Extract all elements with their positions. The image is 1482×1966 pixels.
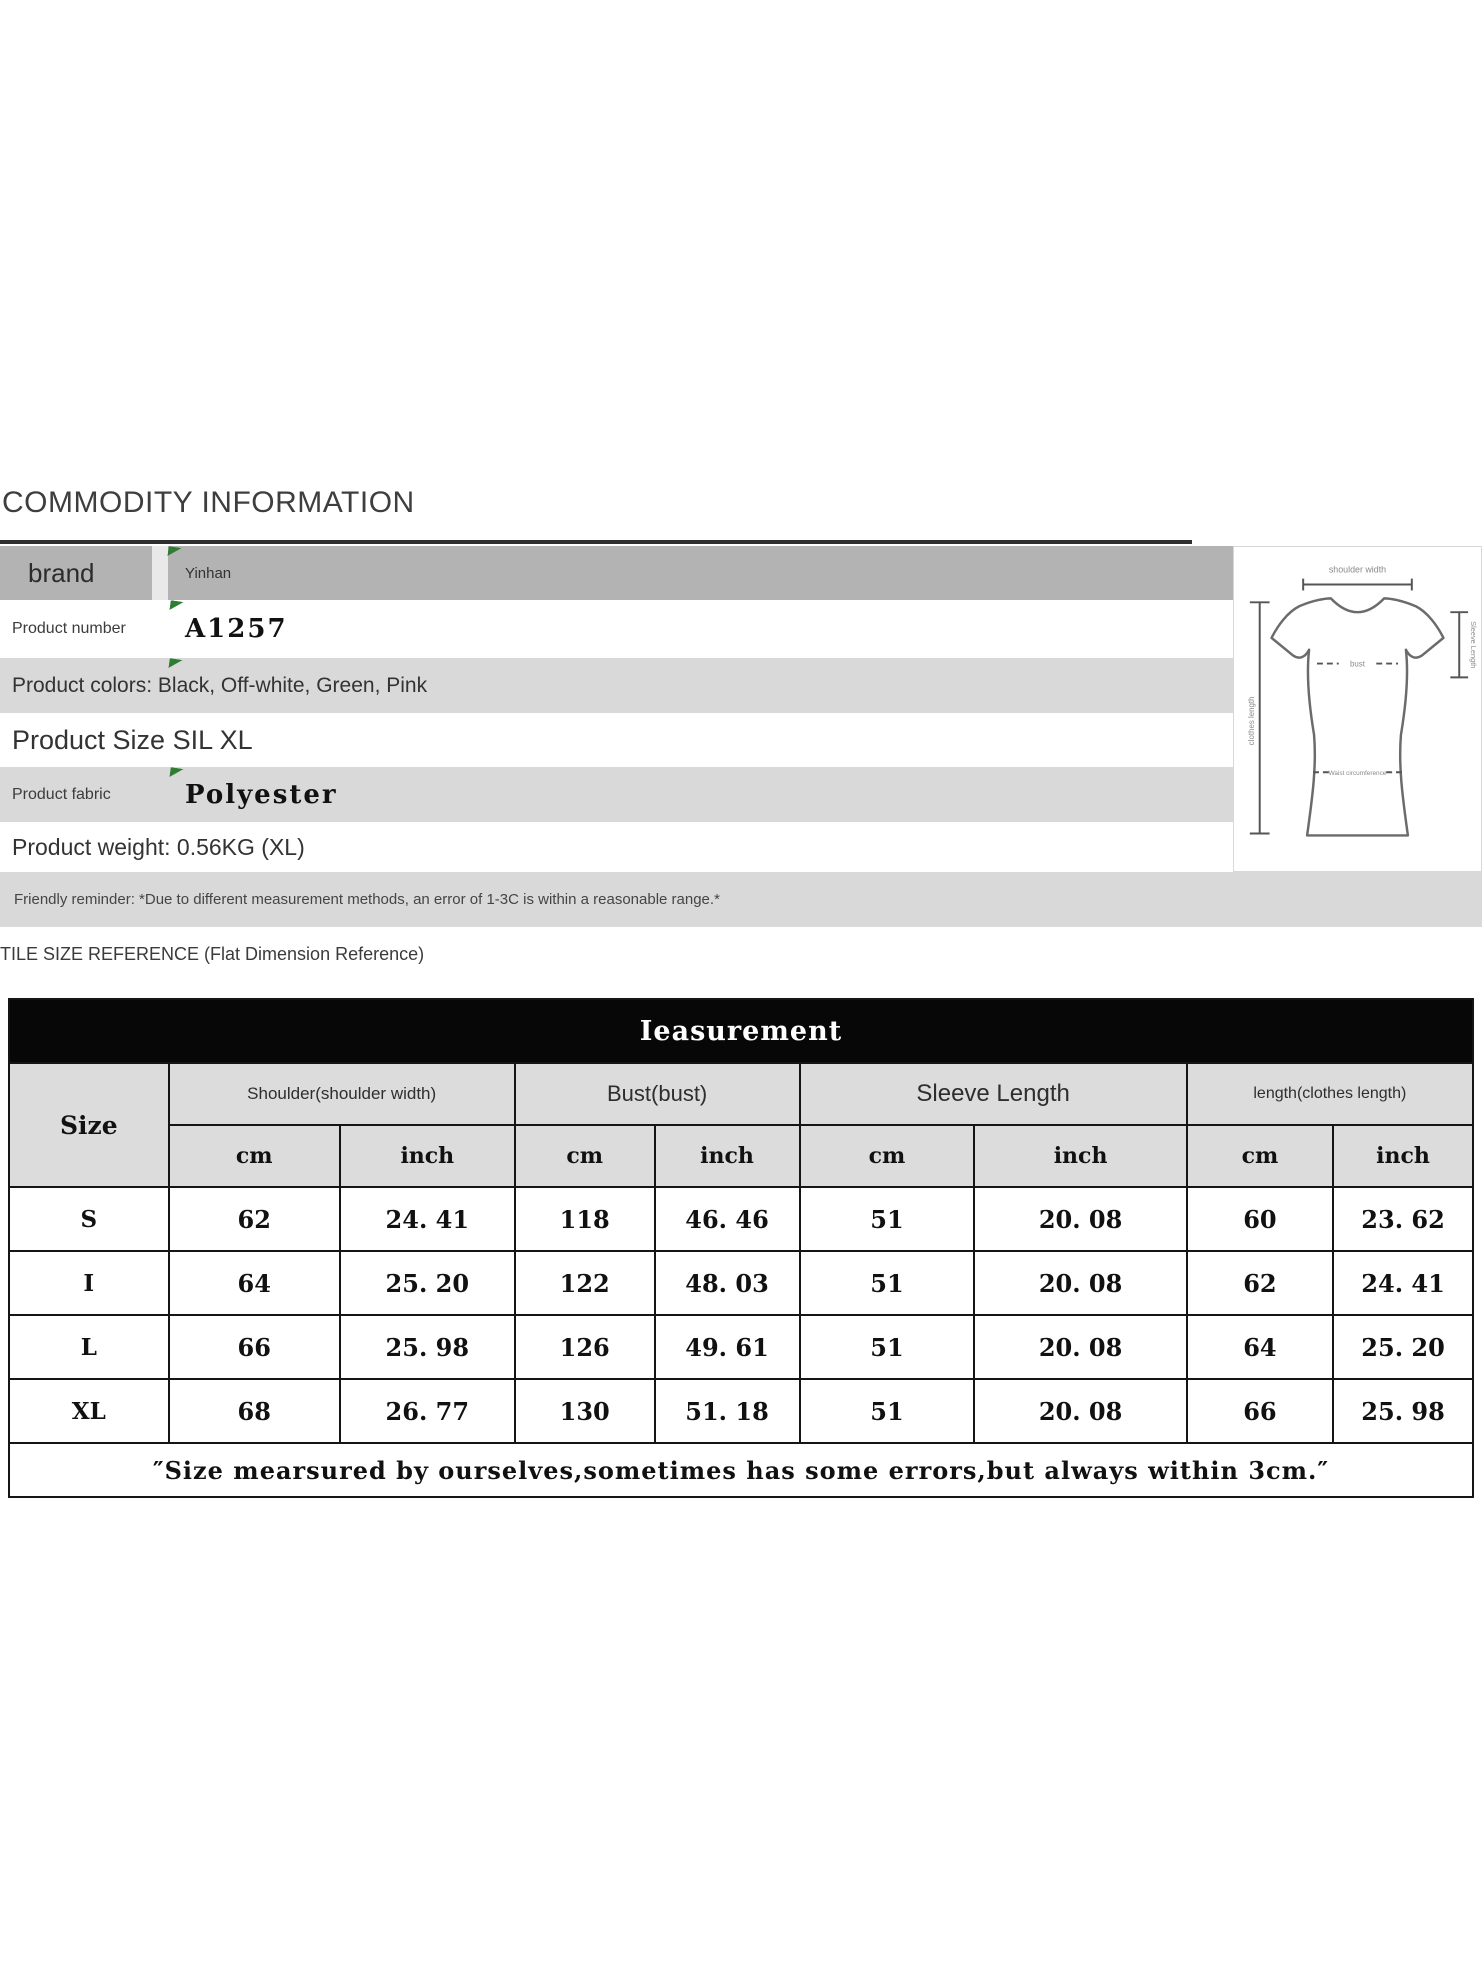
product-number-label: Product number: [12, 620, 126, 637]
size-reference-heading: TILE SIZE REFERENCE (Flat Dimension Refe…: [0, 944, 425, 964]
value-cell: 25. 98: [1332, 1378, 1474, 1444]
unit-header-inch: inch: [338, 1124, 516, 1188]
size-disclaimer: ″Size mearsured by ourselves,sometimes h…: [8, 1442, 1474, 1498]
value-cell: 20. 08: [973, 1250, 1188, 1316]
value-cell: 51: [798, 1314, 976, 1380]
table-row-m: I 64 25. 20 122 48. 03 51 20. 08 62 24. …: [8, 1250, 1474, 1316]
value-cell: 46. 46: [653, 1186, 801, 1252]
unit-header-cm: cm: [1185, 1124, 1335, 1188]
product-weight-text: Product weight: 0.56KG (XL): [12, 833, 305, 860]
table-row-l: L 66 25. 98 126 49. 61 51 20. 08 64 25. …: [8, 1314, 1474, 1380]
sleeve-length-label: Sleeve Length: [1469, 621, 1478, 668]
value-cell: 64: [1185, 1314, 1335, 1380]
unit-header-inch: inch: [1332, 1124, 1474, 1188]
value-cell: 62: [167, 1186, 341, 1252]
unit-header-inch: inch: [653, 1124, 801, 1188]
value-cell: 66: [167, 1314, 341, 1380]
value-cell: 51: [798, 1378, 976, 1444]
col-header-size: Size: [8, 1062, 170, 1188]
friendly-reminder-text: Friendly reminder: *Due to different mea…: [14, 891, 720, 908]
value-cell: 20. 08: [973, 1378, 1188, 1444]
measurement-table-title: Ieasurement: [8, 998, 1474, 1064]
size-cell: I: [8, 1250, 170, 1316]
value-cell: 48. 03: [653, 1250, 801, 1316]
title-divider: [0, 540, 1192, 544]
size-cell: XL: [8, 1378, 170, 1444]
product-size-text: Product Size SIL XL: [12, 724, 253, 755]
value-cell: 26. 77: [338, 1378, 516, 1444]
page-title: COMMODITY INFORMATION: [2, 486, 415, 519]
value-cell: 66: [1185, 1378, 1335, 1444]
col-header-sleeve: Sleeve Length: [798, 1062, 1188, 1126]
value-cell: 68: [167, 1378, 341, 1444]
value-cell: 20. 08: [973, 1186, 1188, 1252]
product-size-row: Product Size SIL XL: [0, 713, 1233, 767]
size-cell: L: [8, 1314, 170, 1380]
value-cell: 49. 61: [653, 1314, 801, 1380]
value-cell: 130: [513, 1378, 656, 1444]
product-weight-row: Product weight: 0.56KG (XL): [0, 822, 1233, 872]
measurement-table-wrap: Ieasurement Size Shoulder(shoulder width…: [8, 998, 1475, 1498]
value-cell: 25. 98: [338, 1314, 516, 1380]
friendly-reminder-row: Friendly reminder: *Due to different mea…: [0, 872, 1482, 927]
col-header-length: length(clothes length): [1185, 1062, 1475, 1126]
shoulder-width-label: shoulder width: [1329, 565, 1386, 575]
brand-value: Yinhan: [185, 564, 232, 582]
value-cell: 51. 18: [653, 1378, 801, 1444]
product-number-row: Product number A1257: [0, 600, 1233, 658]
value-cell: 51: [798, 1186, 976, 1252]
tshirt-diagram-panel: shoulder width clothes length Sleeve Len…: [1233, 546, 1482, 872]
value-cell: 62: [1185, 1250, 1335, 1316]
col-header-shoulder: Shoulder(shoulder width): [167, 1062, 516, 1126]
value-cell: 25. 20: [338, 1250, 516, 1316]
product-colors-row: Product colors: Black, Off-white, Green,…: [0, 658, 1233, 713]
unit-header-inch: inch: [973, 1124, 1188, 1188]
brand-row: brand Yinhan: [0, 546, 1233, 600]
col-header-bust: Bust(bust): [513, 1062, 801, 1126]
waist-label: Waist circumference: [1329, 770, 1387, 777]
value-cell: 24. 41: [1332, 1250, 1474, 1316]
product-fabric-label: Product fabric: [12, 785, 111, 803]
product-number-value: A1257: [185, 614, 288, 644]
brand-label: brand: [28, 557, 95, 588]
cell-divider: [152, 546, 168, 600]
unit-header-cm: cm: [798, 1124, 976, 1188]
table-row-s: S 62 24. 41 118 46. 46 51 20. 08 60 23. …: [8, 1186, 1474, 1252]
tshirt-outline: [1270, 597, 1445, 837]
product-fabric-value: Polyester: [185, 779, 338, 810]
value-cell: 20. 08: [973, 1314, 1188, 1380]
value-cell: 126: [513, 1314, 656, 1380]
unit-header-cm: cm: [167, 1124, 341, 1188]
value-cell: 60: [1185, 1186, 1335, 1252]
measurement-table: Ieasurement Size Shoulder(shoulder width…: [8, 998, 1475, 1498]
value-cell: 122: [513, 1250, 656, 1316]
tshirt-diagram: shoulder width clothes length Sleeve Len…: [1247, 565, 1478, 837]
value-cell: 64: [167, 1250, 341, 1316]
value-cell: 24. 41: [338, 1186, 516, 1252]
value-cell: 25. 20: [1332, 1314, 1474, 1380]
value-cell: 118: [513, 1186, 656, 1252]
size-cell: S: [8, 1186, 170, 1252]
unit-header-cm: cm: [513, 1124, 656, 1188]
value-cell: 51: [798, 1250, 976, 1316]
product-fabric-row: Product fabric Polyester: [0, 767, 1233, 822]
value-cell: 23. 62: [1332, 1186, 1474, 1252]
bust-label: bust: [1350, 660, 1366, 669]
table-row-xl: XL 68 26. 77 130 51. 18 51 20. 08 66 25.…: [8, 1378, 1474, 1444]
product-colors-text: Product colors: Black, Off-white, Green,…: [12, 673, 428, 697]
clothes-length-label: clothes length: [1247, 697, 1256, 746]
